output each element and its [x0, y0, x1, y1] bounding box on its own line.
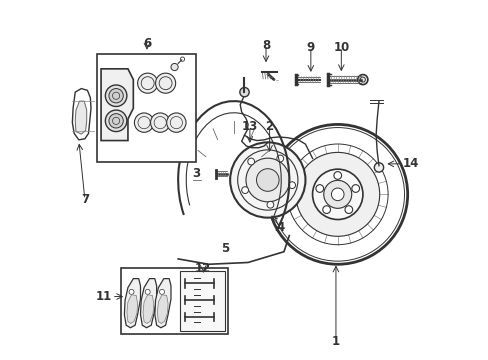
Text: 12: 12 — [195, 262, 211, 275]
Polygon shape — [101, 69, 133, 140]
Circle shape — [345, 206, 352, 213]
Circle shape — [159, 315, 164, 319]
Circle shape — [145, 289, 150, 294]
Circle shape — [288, 182, 295, 189]
Circle shape — [166, 113, 185, 132]
Circle shape — [357, 75, 367, 85]
Bar — [97, 54, 196, 162]
Circle shape — [129, 289, 134, 294]
Circle shape — [323, 180, 351, 208]
Bar — [180, 271, 224, 330]
Circle shape — [351, 185, 359, 192]
Circle shape — [373, 163, 383, 172]
Polygon shape — [75, 101, 86, 134]
Text: 13: 13 — [241, 120, 258, 133]
Text: 11: 11 — [95, 290, 112, 303]
Circle shape — [315, 185, 323, 192]
Circle shape — [105, 85, 126, 107]
Text: 6: 6 — [142, 37, 151, 50]
Polygon shape — [72, 89, 91, 140]
Circle shape — [150, 113, 169, 132]
Circle shape — [266, 201, 273, 208]
Circle shape — [276, 155, 283, 162]
Circle shape — [312, 169, 362, 220]
Polygon shape — [126, 295, 137, 323]
Circle shape — [322, 206, 330, 213]
Polygon shape — [140, 279, 156, 328]
Circle shape — [155, 73, 175, 93]
Polygon shape — [142, 295, 153, 323]
Text: 2: 2 — [265, 120, 273, 133]
Circle shape — [239, 87, 249, 97]
Polygon shape — [155, 279, 171, 328]
Circle shape — [105, 110, 126, 132]
Circle shape — [109, 114, 123, 128]
Polygon shape — [157, 295, 168, 323]
Text: 3: 3 — [192, 167, 201, 180]
Circle shape — [134, 113, 153, 132]
Circle shape — [333, 172, 341, 179]
Circle shape — [129, 315, 134, 319]
Circle shape — [145, 315, 150, 319]
Circle shape — [247, 158, 254, 165]
Polygon shape — [124, 279, 140, 328]
Text: 5: 5 — [220, 242, 228, 255]
Text: 7: 7 — [81, 193, 89, 206]
Text: 9: 9 — [306, 41, 314, 54]
Text: 1: 1 — [331, 335, 339, 348]
Circle shape — [230, 142, 305, 218]
Text: 4: 4 — [276, 221, 284, 234]
Circle shape — [171, 63, 178, 71]
Circle shape — [137, 73, 158, 93]
Text: 8: 8 — [262, 39, 269, 52]
Circle shape — [331, 188, 344, 201]
Circle shape — [109, 89, 123, 103]
Circle shape — [245, 158, 289, 202]
Circle shape — [256, 169, 279, 191]
Circle shape — [159, 289, 164, 294]
Circle shape — [241, 187, 248, 193]
Circle shape — [295, 152, 379, 236]
Bar — [121, 268, 228, 334]
Text: 10: 10 — [332, 41, 349, 54]
Text: 14: 14 — [402, 157, 418, 170]
